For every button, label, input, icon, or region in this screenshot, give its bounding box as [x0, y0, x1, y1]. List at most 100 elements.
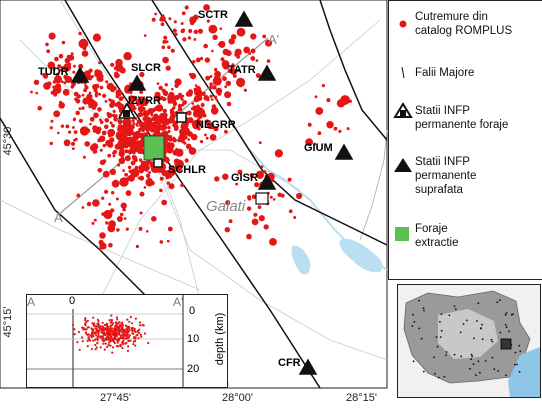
earthquake-marker	[125, 190, 132, 197]
lon-tick-label: 28°15'	[346, 392, 377, 404]
earthquake-marker	[224, 227, 230, 233]
earthquake-marker	[63, 139, 71, 147]
earthquake-marker	[35, 91, 38, 95]
earthquake-marker	[162, 108, 167, 114]
earthquake-marker	[71, 141, 75, 146]
overview-station-marker	[453, 353, 456, 356]
earthquake-marker	[123, 52, 132, 61]
earthquake-marker	[258, 141, 262, 145]
section-earthquake-marker	[110, 318, 113, 321]
earthquake-marker	[307, 122, 312, 127]
earthquake-marker	[46, 49, 51, 54]
section-earthquake-marker	[143, 332, 146, 335]
section-y-tick: 0	[189, 305, 196, 317]
earthquake-marker	[61, 80, 64, 83]
station-tudr-icon	[70, 66, 90, 83]
overview-station-marker	[439, 320, 441, 323]
earthquake-marker	[180, 183, 185, 188]
earthquake-marker	[165, 65, 171, 71]
earthquake-marker	[162, 56, 169, 64]
road	[99, 19, 381, 301]
section-earthquake-marker	[126, 329, 129, 332]
earthquake-marker	[194, 114, 198, 118]
section-earthquake-marker	[91, 330, 94, 333]
earthquake-marker	[151, 116, 156, 122]
earthquake-marker	[175, 164, 183, 172]
section-earthquake-marker	[142, 324, 145, 327]
section-earthquake-marker	[95, 327, 98, 330]
earthquake-marker	[138, 121, 143, 126]
earthquake-marker	[73, 64, 76, 68]
earthquake-marker	[203, 4, 211, 11]
section-earthquake-marker	[95, 334, 98, 337]
earthquake-marker	[119, 67, 126, 74]
overview-station-marker	[448, 314, 451, 317]
station-label-sctr: SCTR	[198, 9, 228, 21]
earthquake-marker	[198, 28, 203, 34]
station-label-negrr: NEGRR	[196, 119, 236, 131]
section-earthquake-marker	[122, 339, 125, 342]
earthquake-marker	[83, 88, 87, 93]
depth-section-canvas	[27, 295, 184, 387]
earthquake-marker	[73, 130, 78, 135]
section-earthquake-marker	[89, 339, 92, 342]
earthquake-marker	[151, 216, 157, 222]
earthquake-marker	[163, 35, 168, 40]
earthquake-marker	[95, 83, 100, 89]
earthquake-marker	[60, 124, 65, 128]
earthquake-marker	[146, 230, 149, 233]
earthquake-marker	[162, 97, 167, 102]
profile-start-label: A	[54, 210, 63, 225]
stations-layer	[70, 10, 354, 375]
section-earthquake-marker	[139, 333, 142, 336]
section-earthquake-marker	[110, 335, 113, 338]
section-earthquake-marker	[113, 335, 116, 338]
earthquake-marker	[187, 138, 191, 141]
earthquake-marker	[171, 107, 175, 111]
section-earthquake-marker	[86, 339, 89, 342]
earthquake-marker	[172, 28, 177, 33]
earthquake-marker	[184, 5, 189, 10]
overview-station-marker	[493, 368, 496, 371]
earthquake-marker	[214, 95, 218, 99]
overview-station-marker	[510, 313, 513, 316]
fault-line	[319, 0, 388, 141]
station-tatr-icon	[257, 64, 277, 81]
earthquake-marker	[197, 92, 203, 98]
earthquake-marker	[250, 56, 256, 61]
earthquake-marker	[170, 165, 175, 170]
earthquake-marker	[117, 118, 123, 125]
earthquake-marker	[137, 112, 143, 118]
earthquake-marker	[46, 81, 52, 87]
earthquake-marker	[116, 228, 120, 232]
section-earthquakes	[71, 314, 150, 354]
earthquake-marker	[95, 128, 101, 135]
overview-station-marker	[453, 305, 456, 308]
earthquake-marker	[118, 157, 126, 165]
earthquake-marker	[189, 147, 194, 152]
section-earthquake-marker	[96, 325, 99, 328]
lon-tick-label: 28°00'	[222, 392, 253, 404]
earthquake-marker	[112, 130, 115, 134]
section-earthquake-marker	[115, 345, 118, 348]
earthquake-marker	[48, 32, 56, 40]
earthquake-marker	[89, 116, 95, 122]
section-earthquake-marker	[110, 314, 113, 317]
legend-item-quakes: Cutremure din catalog ROMPLUS	[415, 11, 513, 37]
earthquake-marker	[224, 91, 232, 99]
section-y-tick: 20	[187, 363, 200, 375]
earthquake-marker	[250, 33, 257, 40]
earthquake-marker	[89, 122, 92, 126]
earthquake-marker	[255, 170, 264, 179]
earthquake-marker	[205, 136, 209, 140]
legend-item-borehole: Statii INFP permanente foraje	[415, 105, 509, 131]
section-earthquake-marker	[85, 320, 88, 323]
overview-station-marker	[475, 374, 477, 377]
earthquake-marker	[68, 54, 75, 61]
earthquake-marker	[116, 216, 121, 221]
section-earthquake-marker	[126, 349, 130, 352]
section-earthquake-marker	[116, 318, 119, 321]
section-earthquake-marker	[128, 320, 131, 323]
earthquake-marker	[101, 130, 107, 136]
section-earthquake-marker	[124, 324, 127, 327]
